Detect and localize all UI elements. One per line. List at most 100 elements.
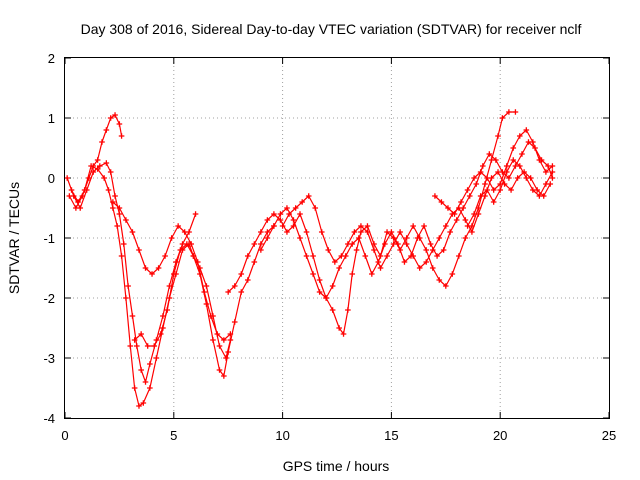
data-point bbox=[423, 247, 430, 253]
data-point bbox=[323, 295, 329, 301]
series-6 bbox=[225, 109, 519, 337]
data-point bbox=[516, 133, 523, 139]
data-point bbox=[358, 223, 364, 229]
data-point bbox=[223, 355, 229, 361]
data-point bbox=[506, 175, 512, 181]
data-point bbox=[436, 277, 443, 283]
data-point bbox=[231, 319, 238, 325]
data-point bbox=[458, 199, 464, 205]
data-point bbox=[338, 253, 345, 259]
data-point bbox=[162, 253, 168, 259]
data-point bbox=[355, 235, 362, 241]
data-point bbox=[94, 166, 101, 172]
data-point bbox=[364, 223, 371, 229]
data-point bbox=[403, 235, 410, 241]
series-trace bbox=[68, 114, 123, 209]
data-point bbox=[181, 229, 188, 235]
data-point bbox=[329, 283, 336, 289]
data-point bbox=[116, 205, 123, 211]
x-tick-label: 20 bbox=[493, 428, 507, 443]
data-point bbox=[258, 241, 264, 247]
data-point bbox=[227, 331, 234, 337]
data-point bbox=[536, 157, 543, 163]
data-point bbox=[164, 307, 171, 313]
data-point bbox=[390, 241, 397, 247]
x-tick-label: 25 bbox=[602, 428, 616, 443]
data-point bbox=[129, 313, 136, 319]
data-point bbox=[210, 337, 216, 343]
data-point bbox=[303, 253, 310, 259]
data-point bbox=[210, 313, 216, 319]
data-point bbox=[118, 133, 125, 139]
data-point bbox=[514, 175, 521, 181]
data-point bbox=[160, 313, 166, 319]
data-point bbox=[216, 343, 223, 349]
data-point bbox=[244, 277, 251, 283]
data-point bbox=[136, 403, 142, 409]
data-point bbox=[134, 343, 140, 349]
data-point bbox=[436, 235, 443, 241]
data-point bbox=[340, 331, 347, 337]
data-point bbox=[543, 169, 549, 175]
data-point bbox=[290, 217, 297, 223]
data-point bbox=[221, 373, 227, 379]
series-3 bbox=[68, 163, 277, 409]
data-point bbox=[118, 253, 125, 259]
data-point bbox=[99, 139, 105, 145]
data-point bbox=[530, 139, 536, 145]
data-point bbox=[388, 229, 395, 235]
data-point bbox=[369, 271, 375, 277]
data-point bbox=[131, 337, 138, 343]
data-point bbox=[508, 187, 514, 193]
data-point bbox=[94, 157, 101, 163]
data-point bbox=[421, 223, 427, 229]
data-point bbox=[144, 343, 151, 349]
data-point bbox=[112, 193, 118, 199]
data-point bbox=[543, 181, 549, 187]
data-point bbox=[238, 289, 245, 295]
data-point bbox=[536, 193, 543, 199]
data-point bbox=[140, 400, 147, 406]
data-point bbox=[251, 259, 258, 265]
data-point bbox=[147, 385, 153, 391]
data-point bbox=[184, 241, 190, 247]
data-point bbox=[221, 337, 227, 343]
data-point bbox=[427, 241, 434, 247]
data-point bbox=[482, 181, 488, 187]
data-point bbox=[523, 175, 530, 181]
data-point bbox=[216, 367, 223, 373]
data-point bbox=[490, 199, 497, 205]
data-point bbox=[168, 235, 175, 241]
series-trace bbox=[70, 165, 275, 407]
data-point bbox=[316, 277, 323, 283]
data-point bbox=[471, 175, 477, 181]
data-point bbox=[68, 187, 75, 193]
data-point bbox=[549, 169, 556, 175]
x-tick-label: 5 bbox=[170, 428, 177, 443]
data-point bbox=[316, 289, 323, 295]
grid-lines bbox=[65, 58, 609, 418]
data-point bbox=[510, 145, 517, 151]
y-tick-label: 2 bbox=[48, 51, 55, 66]
data-point bbox=[462, 217, 469, 223]
series-trace bbox=[112, 201, 231, 341]
x-tick-label: 0 bbox=[61, 428, 68, 443]
series-trace bbox=[227, 111, 516, 335]
data-point bbox=[297, 211, 303, 217]
data-point bbox=[258, 229, 264, 235]
data-point bbox=[149, 271, 155, 277]
series-7 bbox=[258, 139, 556, 301]
data-point bbox=[175, 223, 181, 229]
data-point bbox=[429, 247, 436, 253]
data-point bbox=[271, 211, 277, 217]
data-point bbox=[416, 265, 423, 271]
data-point bbox=[81, 187, 88, 193]
data-point bbox=[75, 199, 81, 205]
data-point bbox=[477, 169, 484, 175]
data-point bbox=[203, 283, 210, 289]
data-point bbox=[410, 223, 416, 229]
data-point bbox=[142, 379, 149, 385]
data-point bbox=[105, 187, 112, 193]
y-tick-label: -3 bbox=[43, 351, 55, 366]
